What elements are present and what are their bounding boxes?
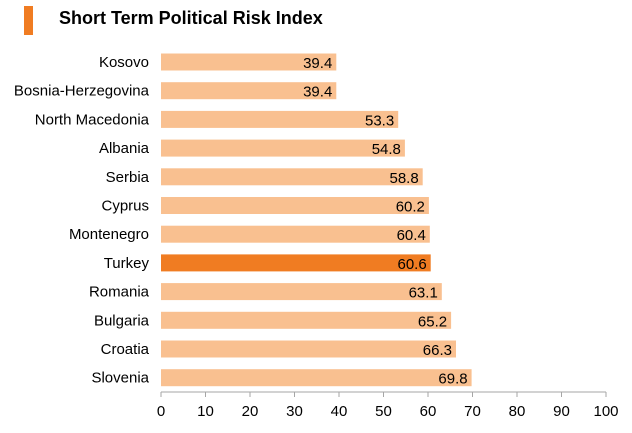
x-tick-label: 10 xyxy=(197,403,214,420)
category-label: Cyprus xyxy=(101,198,149,215)
bar-albania xyxy=(161,139,405,157)
category-label: Bosnia-Herzegovina xyxy=(14,83,150,100)
x-tick-label: 70 xyxy=(464,403,481,420)
value-label: 54.8 xyxy=(372,141,401,158)
value-label: 58.8 xyxy=(389,170,418,187)
bar-serbia xyxy=(161,168,423,186)
category-label: North Macedonia xyxy=(35,111,150,128)
value-label: 39.4 xyxy=(303,55,332,72)
bar-cyprus xyxy=(161,197,429,214)
bar-turkey xyxy=(161,254,431,272)
value-label: 60.6 xyxy=(397,256,426,273)
x-tick-label: 90 xyxy=(553,403,570,420)
x-tick-label: 30 xyxy=(286,403,303,420)
bar-bulgaria xyxy=(161,311,452,329)
value-label: 69.8 xyxy=(438,371,467,388)
bar-bosnia-herzegovina xyxy=(161,82,337,100)
x-tick-label: 100 xyxy=(593,403,618,420)
chart-title: Short Term Political Risk Index xyxy=(59,8,323,28)
title-marker xyxy=(24,6,33,35)
x-tick-label: 50 xyxy=(375,403,392,420)
value-label: 63.1 xyxy=(409,285,438,302)
value-label: 53.3 xyxy=(365,112,394,129)
category-label: Croatia xyxy=(101,341,150,358)
x-tick-label: 60 xyxy=(420,403,437,420)
category-label: Serbia xyxy=(106,169,150,186)
value-label: 60.2 xyxy=(396,199,425,216)
value-label: 60.4 xyxy=(397,227,426,244)
x-tick-label: 80 xyxy=(509,403,526,420)
bar-romania xyxy=(161,283,442,301)
value-label: 66.3 xyxy=(423,342,452,359)
value-label: 39.4 xyxy=(303,84,332,101)
x-tick-label: 20 xyxy=(242,403,259,420)
bar-north-macedonia xyxy=(161,110,399,128)
value-label: 65.2 xyxy=(418,313,447,330)
x-tick-label: 40 xyxy=(331,403,348,420)
category-label: Slovenia xyxy=(91,370,149,387)
bar-kosovo xyxy=(161,53,337,71)
bar-slovenia xyxy=(161,369,472,387)
x-tick-label: 0 xyxy=(157,403,165,420)
category-label: Kosovo xyxy=(99,54,149,71)
category-label: Albania xyxy=(99,140,150,157)
category-label: Turkey xyxy=(104,255,150,272)
category-label: Montenegro xyxy=(69,226,149,243)
category-label: Bulgaria xyxy=(94,312,150,329)
bar-croatia xyxy=(161,340,456,358)
category-label: Romania xyxy=(89,284,150,301)
bar-montenegro xyxy=(161,225,430,243)
